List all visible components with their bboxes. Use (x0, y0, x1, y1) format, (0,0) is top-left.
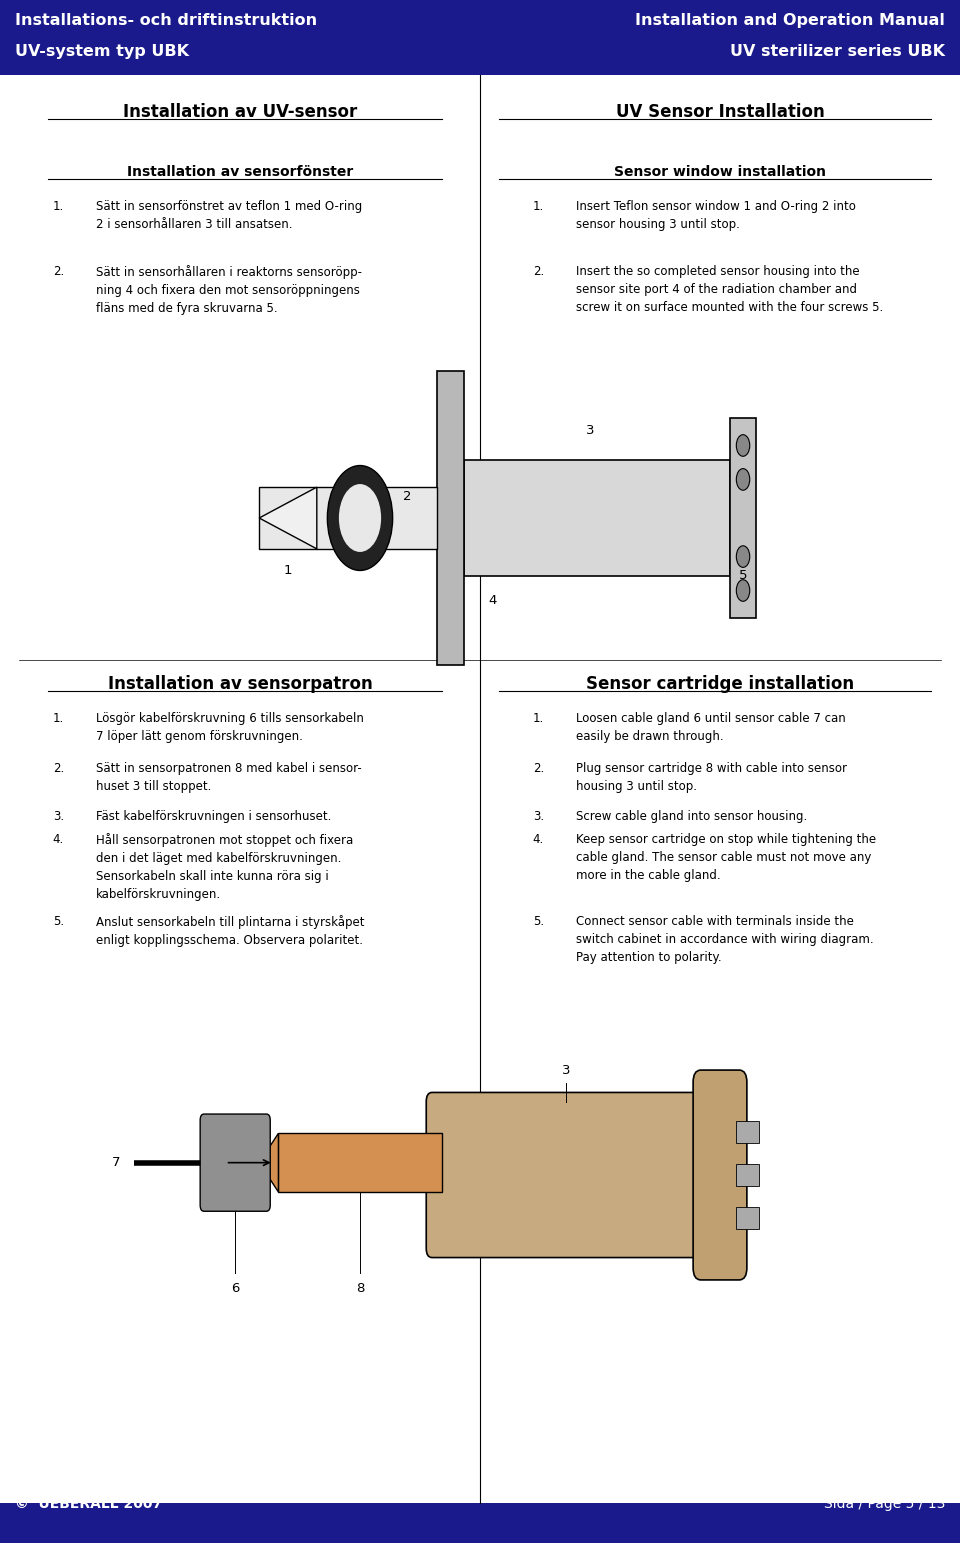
Text: Loosen cable gland 6 until sensor cable 7 can
easily be drawn through.: Loosen cable gland 6 until sensor cable … (576, 711, 846, 744)
Circle shape (736, 546, 750, 568)
Bar (736, 1165, 759, 1187)
Text: 5: 5 (739, 569, 747, 583)
Text: 3.: 3. (53, 810, 64, 822)
Text: 1.: 1. (533, 711, 544, 725)
Text: Keep sensor cartridge on stop while tightening the
cable gland. The sensor cable: Keep sensor cartridge on stop while tigh… (576, 833, 876, 883)
Text: ©  UEBERALL 2007: © UEBERALL 2007 (15, 1497, 162, 1511)
Text: Sida / Page 5 / 13: Sida / Page 5 / 13 (824, 1497, 945, 1511)
Text: 1.: 1. (53, 711, 64, 725)
Text: 1.: 1. (533, 201, 544, 213)
FancyBboxPatch shape (693, 1071, 747, 1281)
Text: Anslut sensorkabeln till plintarna i styrskåpet
enligt kopplingsschema. Observer: Anslut sensorkabeln till plintarna i sty… (96, 915, 365, 947)
Text: UV-system typ UBK: UV-system typ UBK (15, 45, 189, 59)
Text: 7: 7 (111, 1156, 120, 1170)
Bar (736, 1122, 759, 1143)
Text: 4.: 4. (533, 833, 544, 846)
Circle shape (736, 435, 750, 457)
Text: 3: 3 (563, 1065, 570, 1077)
Text: Insert Teflon sensor window 1 and O-ring 2 into
sensor housing 3 until stop.: Insert Teflon sensor window 1 and O-ring… (576, 201, 856, 231)
Bar (730, 418, 756, 619)
FancyBboxPatch shape (426, 1092, 707, 1258)
Bar (464, 460, 730, 576)
Text: Screw cable gland into sensor housing.: Screw cable gland into sensor housing. (576, 810, 807, 822)
Bar (736, 1208, 759, 1230)
Text: 5.: 5. (533, 915, 544, 927)
Polygon shape (259, 1134, 278, 1193)
Text: 1: 1 (284, 563, 292, 577)
Text: 4.: 4. (53, 833, 64, 846)
Text: 5.: 5. (53, 915, 64, 927)
Text: Installations- och driftinstruktion: Installations- och driftinstruktion (15, 12, 317, 28)
Text: 3.: 3. (533, 810, 544, 822)
Text: 3: 3 (587, 424, 594, 437)
Bar (259, 488, 437, 549)
Text: Connect sensor cable with terminals inside the
switch cabinet in accordance with: Connect sensor cable with terminals insi… (576, 915, 874, 964)
Bar (437, 372, 464, 665)
Circle shape (736, 469, 750, 491)
Text: Installation and Operation Manual: Installation and Operation Manual (636, 12, 945, 28)
Text: Plug sensor cartridge 8 with cable into sensor
housing 3 until stop.: Plug sensor cartridge 8 with cable into … (576, 762, 847, 793)
Text: 1.: 1. (53, 201, 64, 213)
Text: 8: 8 (356, 1282, 364, 1295)
Text: Installation av sensorpatron: Installation av sensorpatron (108, 674, 372, 693)
Text: 2: 2 (403, 491, 412, 503)
Text: Insert the so completed sensor housing into the
sensor site port 4 of the radiat: Insert the so completed sensor housing i… (576, 265, 883, 313)
Polygon shape (259, 488, 317, 549)
Circle shape (736, 580, 750, 602)
Circle shape (339, 485, 381, 552)
Text: Installation av UV-sensor: Installation av UV-sensor (123, 103, 357, 120)
Text: 4: 4 (489, 594, 496, 606)
Text: UV sterilizer series UBK: UV sterilizer series UBK (730, 45, 945, 59)
Text: 2.: 2. (53, 265, 64, 278)
Text: Installation av sensorfönster: Installation av sensorfönster (127, 165, 353, 179)
FancyBboxPatch shape (0, 0, 960, 76)
Text: Sensor cartridge installation: Sensor cartridge installation (586, 674, 854, 693)
Text: 6: 6 (231, 1282, 239, 1295)
Bar (278, 1134, 442, 1193)
Text: Håll sensorpatronen mot stoppet och fixera
den i det läget med kabelförskruvning: Håll sensorpatronen mot stoppet och fixe… (96, 833, 353, 901)
Text: 2.: 2. (533, 762, 544, 775)
FancyBboxPatch shape (200, 1114, 271, 1211)
Text: Sätt in sensorpatronen 8 med kabel i sensor-
huset 3 till stoppet.: Sätt in sensorpatronen 8 med kabel i sen… (96, 762, 362, 793)
Text: Sensor window installation: Sensor window installation (614, 165, 826, 179)
FancyBboxPatch shape (0, 1503, 960, 1543)
Text: Fäst kabelförskruvningen i sensorhuset.: Fäst kabelförskruvningen i sensorhuset. (96, 810, 331, 822)
Text: Sätt in sensorfönstret av teflon 1 med O-ring
2 i sensorhållaren 3 till ansatsen: Sätt in sensorfönstret av teflon 1 med O… (96, 201, 362, 231)
Text: Lösgör kabelförskruvning 6 tills sensorkabeln
7 löper lätt genom förskruvningen.: Lösgör kabelförskruvning 6 tills sensork… (96, 711, 364, 744)
Text: UV Sensor Installation: UV Sensor Installation (615, 103, 825, 120)
Circle shape (327, 466, 393, 571)
Text: Sätt in sensorhållaren i reaktorns sensoröpp-
ning 4 och fixera den mot sensoröp: Sätt in sensorhållaren i reaktorns senso… (96, 265, 362, 315)
Text: 2.: 2. (533, 265, 544, 278)
Text: 2.: 2. (53, 762, 64, 775)
